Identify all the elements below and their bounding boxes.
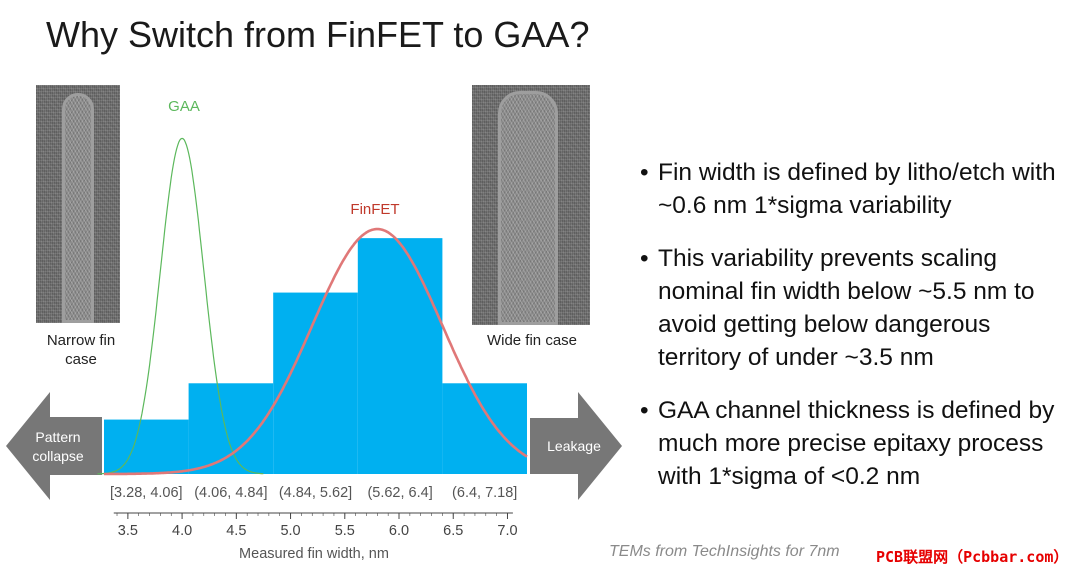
bin-label: (4.06, 4.84] <box>194 485 267 501</box>
wide-fin-caption: Wide fin case <box>486 332 578 349</box>
bin-label: [3.28, 4.06] <box>110 485 183 501</box>
bullet-list: • Fin width is defined by litho/etch with… <box>640 156 1080 513</box>
slide-title: Why Switch from FinFET to GAA? <box>46 14 590 55</box>
gaa-curve <box>97 137 264 475</box>
watermark: PCB联盟网（Pcbbar.com） <box>876 548 1069 566</box>
leakage-arrow <box>530 392 622 500</box>
gaa-curve-label: GAA <box>168 98 200 115</box>
tem-source-note: TEMs from TechInsights for 7nm <box>609 543 840 560</box>
bullet-item: • GAA channel thickness is defined by muc… <box>640 397 1055 490</box>
wide-fin-tem-image <box>472 85 590 325</box>
bullet-item: • This variability prevents scaling nomin… <box>640 245 1035 371</box>
histogram-bar <box>442 383 527 474</box>
histogram-bar <box>188 383 274 474</box>
bullet-text: Fin width is defined by litho/etch with … <box>658 159 1056 219</box>
bin-label: (5.62, 6.4] <box>367 485 432 501</box>
x-tick-label: 4.0 <box>172 523 192 539</box>
pattern-collapse-label-line1: Pattern <box>35 429 80 445</box>
narrow-fin-tem-image <box>36 85 120 323</box>
x-tick-label: 6.5 <box>443 523 463 539</box>
finfet-curve <box>104 227 528 476</box>
histogram-bar <box>273 292 358 474</box>
bin-label: (6.4, 7.18] <box>452 485 517 501</box>
x-tick-label: 4.5 <box>226 523 246 539</box>
bin-label: (4.84, 5.62] <box>279 485 352 501</box>
x-tick-label: 6.0 <box>389 523 409 539</box>
narrow-fin-caption: Narrow fin case <box>46 332 116 368</box>
pattern-collapse-arrow <box>6 392 102 500</box>
pattern-collapse-label-line2: collapse <box>32 448 84 464</box>
histogram-bar <box>104 419 189 474</box>
leakage-label: Leakage <box>547 438 601 454</box>
bullet-text: GAA channel thickness is defined by much… <box>658 397 1055 490</box>
bullet-item: • Fin width is defined by litho/etch with… <box>640 159 1056 219</box>
finfet-curve-label: FinFET <box>350 201 399 218</box>
histogram-bar <box>357 238 443 474</box>
x-tick-label: 5.0 <box>280 523 300 539</box>
x-tick-label: 3.5 <box>118 523 138 539</box>
x-tick-label: 5.5 <box>335 523 355 539</box>
x-tick-label: 7.0 <box>497 523 517 539</box>
bullet-text: This variability prevents scaling nomina… <box>658 245 1035 371</box>
x-axis-title: Measured fin width, nm <box>239 546 389 562</box>
